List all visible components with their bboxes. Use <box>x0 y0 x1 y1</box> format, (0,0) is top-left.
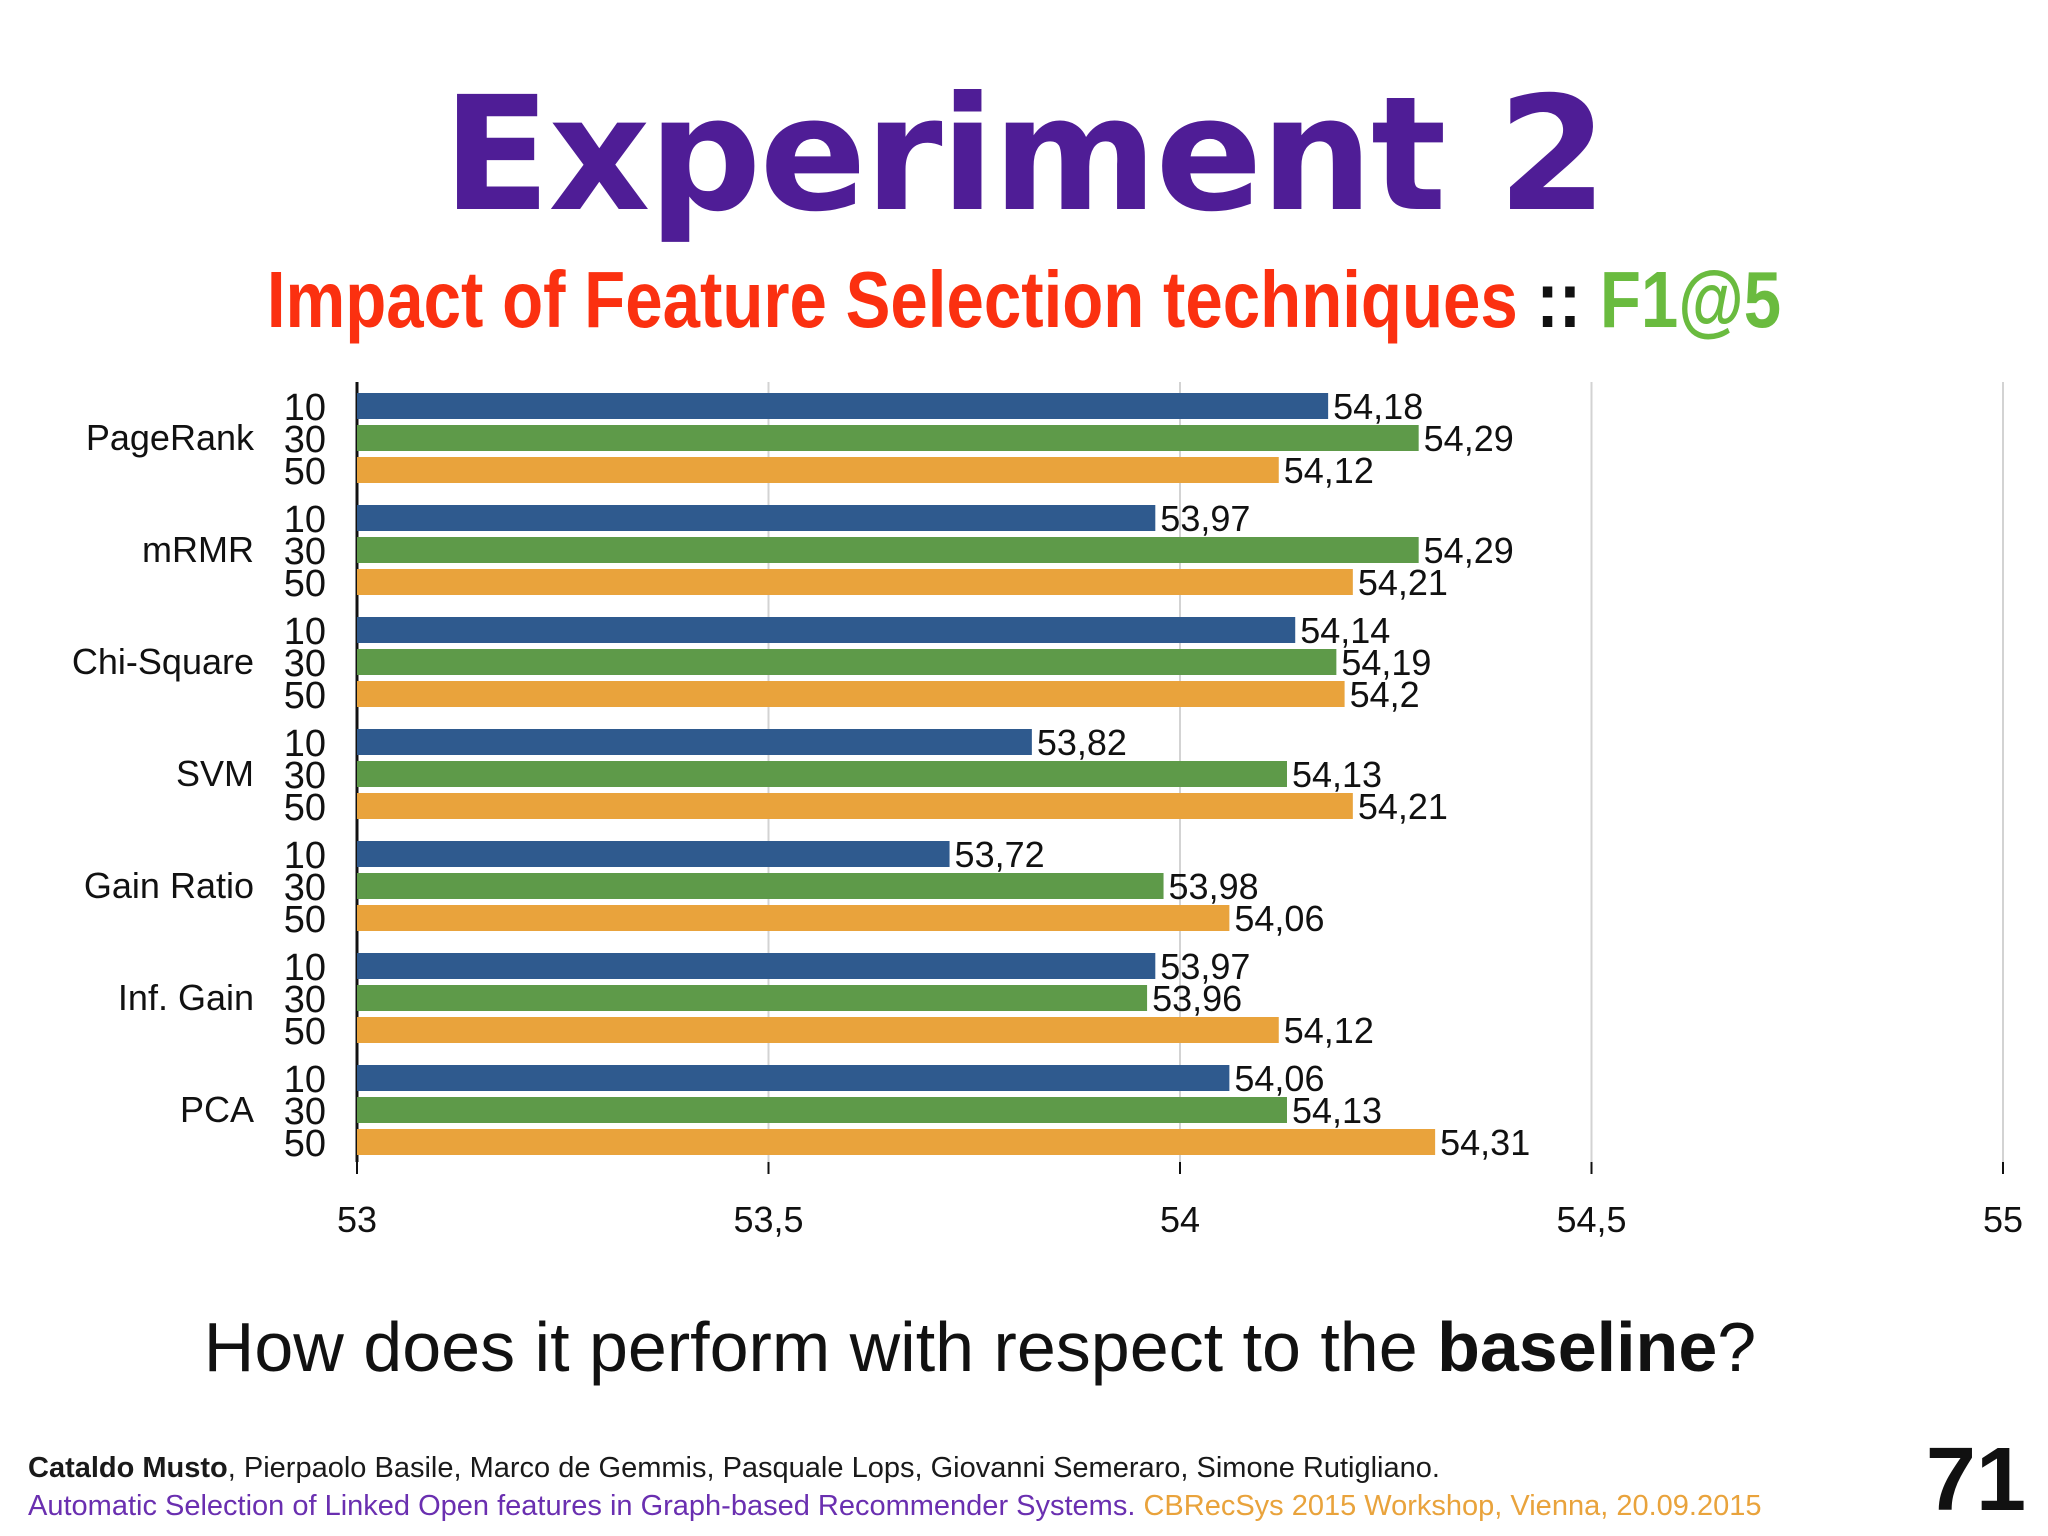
bar <box>357 617 1296 643</box>
bar <box>357 985 1148 1011</box>
data-label: 53,96 <box>1152 978 1242 1019</box>
data-label: 54,06 <box>1234 1058 1324 1099</box>
question-text: How does it perform with respect to the … <box>0 1302 1960 1392</box>
question-post: ? <box>1717 1308 1757 1386</box>
data-label: 53,98 <box>1169 866 1259 907</box>
data-label: 54,14 <box>1300 610 1390 651</box>
bar <box>357 569 1353 595</box>
data-label: 54,12 <box>1284 450 1374 491</box>
bar <box>357 1129 1436 1155</box>
category-label: PCA <box>180 1089 254 1130</box>
data-label: 54,06 <box>1234 898 1324 939</box>
sub-category-label: 10 <box>284 611 326 653</box>
sub-category-label: 50 <box>284 451 326 493</box>
data-label: 53,97 <box>1160 946 1250 987</box>
sub-category-label: 10 <box>284 835 326 877</box>
sub-category-label: 50 <box>284 563 326 605</box>
category-label: Gain Ratio <box>84 865 254 906</box>
category-label: Chi-Square <box>72 641 254 682</box>
footer-coauthors: , Pierpaolo Basile, Marco de Gemmis, Pas… <box>227 1452 1440 1484</box>
sub-category-label: 50 <box>284 1011 326 1053</box>
category-label: Inf. Gain <box>118 977 254 1018</box>
bar <box>357 729 1032 755</box>
data-label: 54,13 <box>1292 754 1382 795</box>
footer-lead-author: Cataldo Musto <box>28 1452 228 1484</box>
sub-category-label: 30 <box>284 979 326 1021</box>
data-label: 53,72 <box>955 834 1045 875</box>
bar <box>357 1065 1230 1091</box>
x-tick-label: 54 <box>1160 1199 1200 1240</box>
category-label: SVM <box>176 753 254 794</box>
x-tick-label: 54,5 <box>1556 1199 1626 1240</box>
slide-number: 71 <box>1925 1430 2026 1530</box>
bar <box>357 681 1345 707</box>
data-label: 54,19 <box>1341 642 1431 683</box>
sub-category-label: 30 <box>284 643 326 685</box>
slide-title: Experiment 2 <box>442 63 1608 247</box>
data-label: 53,82 <box>1037 722 1127 763</box>
slide-subtitle: Impact of Feature Selection techniques :… <box>164 250 1884 350</box>
subtitle-main: Impact of Feature Selection techniques <box>266 255 1518 344</box>
bar <box>357 505 1156 531</box>
x-tick-label: 53,5 <box>733 1199 803 1240</box>
footer-venue: CBRecSys 2015 Workshop, Vienna, 20.09.20… <box>1135 1490 1762 1522</box>
bar <box>357 393 1329 419</box>
footer-paper-title: Automatic Selection of Linked Open featu… <box>28 1490 1136 1522</box>
x-tick-label: 55 <box>1983 1199 2023 1240</box>
sub-category-label: 10 <box>284 387 326 429</box>
bar <box>357 425 1419 451</box>
bar <box>357 1097 1287 1123</box>
footer-authors: Cataldo Musto, Pierpaolo Basile, Marco d… <box>28 1450 1440 1486</box>
category-label: mRMR <box>142 529 254 570</box>
footer-citation: Automatic Selection of Linked Open featu… <box>28 1488 1761 1524</box>
bar <box>357 649 1337 675</box>
sub-category-label: 30 <box>284 1091 326 1133</box>
data-label: 54,2 <box>1350 674 1420 715</box>
bar <box>357 457 1279 483</box>
sub-category-label: 10 <box>284 947 326 989</box>
bar-layer <box>357 393 1436 1155</box>
sub-category-label: 10 <box>284 499 326 541</box>
subtitle-metric: F1@5 <box>1599 255 1782 344</box>
sub-category-label: 50 <box>284 787 326 829</box>
bar <box>357 841 950 867</box>
label-layer: 53 53,5 54 54,5 55 PageRank 54,18 10 54,29 30 54,1… <box>72 386 2023 1240</box>
bar <box>357 1017 1279 1043</box>
sub-category-label: 30 <box>284 755 326 797</box>
feature-selection-bar-chart: 53 53,5 54 54,5 55 PageRank 54,18 10 54,29 30 54,1… <box>72 382 2023 1240</box>
subtitle-separator: :: <box>1517 255 1600 344</box>
sub-category-label: 10 <box>284 723 326 765</box>
data-label: 54,29 <box>1424 418 1514 459</box>
data-label: 54,21 <box>1358 562 1448 603</box>
sub-category-label: 30 <box>284 867 326 909</box>
x-tick-label: 53 <box>337 1199 377 1240</box>
data-label: 53,97 <box>1160 498 1250 539</box>
data-label: 54,31 <box>1440 1122 1530 1163</box>
data-label: 54,29 <box>1424 530 1514 571</box>
bar <box>357 953 1156 979</box>
bar <box>357 761 1287 787</box>
bar <box>357 537 1419 563</box>
bar <box>357 793 1353 819</box>
data-label: 54,18 <box>1333 386 1423 427</box>
data-label: 54,21 <box>1358 786 1448 827</box>
question-bold: baseline <box>1437 1308 1718 1386</box>
category-label: PageRank <box>86 417 255 458</box>
sub-category-label: 10 <box>284 1059 326 1101</box>
sub-category-label: 30 <box>284 531 326 573</box>
sub-category-label: 30 <box>284 419 326 461</box>
bar <box>357 873 1164 899</box>
question-pre: How does it perform with respect to the <box>203 1308 1438 1386</box>
sub-category-label: 50 <box>284 1123 326 1165</box>
data-label: 54,12 <box>1284 1010 1374 1051</box>
sub-category-label: 50 <box>284 675 326 717</box>
data-label: 54,13 <box>1292 1090 1382 1131</box>
bar <box>357 905 1230 931</box>
sub-category-label: 50 <box>284 899 326 941</box>
